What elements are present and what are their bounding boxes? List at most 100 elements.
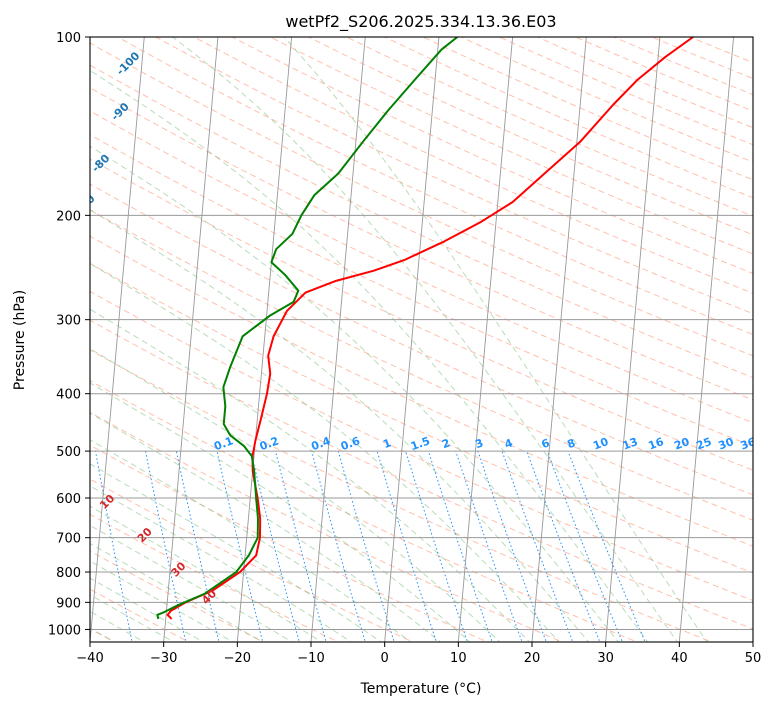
- mixing-ratio-label: 30: [717, 435, 736, 453]
- adiabat-label: 10: [97, 492, 117, 512]
- x-tick-label: 10: [450, 651, 467, 666]
- moist-adiabat-line: [90, 209, 590, 642]
- moist-adiabat-line: [90, 308, 531, 642]
- isotherm-line: [163, 37, 219, 642]
- mixing-ratio-label: 10: [591, 435, 610, 453]
- adiabat-label: -60: [63, 239, 86, 262]
- y-tick-label: 300: [56, 314, 81, 329]
- mixing-ratio-line: [567, 450, 646, 642]
- mixing-ratio-label: 3: [473, 436, 485, 451]
- chart-title: wetPf2_S206.2025.334.13.36.E03: [285, 12, 556, 32]
- mixing-ratio-line: [49, 451, 83, 644]
- mixing-ratio-line: [145, 451, 187, 642]
- mixing-ratio-line: [427, 450, 493, 642]
- dry-adiabat-line: [459, 37, 753, 163]
- x-tick-label: 20: [524, 651, 541, 666]
- isotherm-line: [457, 37, 514, 642]
- mixing-ratio-line: [477, 450, 547, 642]
- dry-adiabat-line: [574, 37, 753, 112]
- isotherm-line: [236, 37, 293, 642]
- mixing-ratio-label: 8: [565, 436, 577, 451]
- mixing-ratio-label: 1: [381, 436, 393, 451]
- x-tick-label: −20: [224, 651, 251, 666]
- x-tick-label: 40: [671, 651, 688, 666]
- mixing-ratio-label: 16: [647, 435, 666, 453]
- dry-adiabat-line: [688, 37, 753, 64]
- isotherm-line: [384, 37, 440, 642]
- mixing-ratio-line: [311, 450, 366, 642]
- dry-adiabat-line: [307, 37, 753, 236]
- adiabat-label: -80: [89, 152, 112, 175]
- mixing-ratio-label: 13: [621, 435, 640, 452]
- profile-lines: [156, 37, 694, 620]
- adiabat-label: 40: [199, 587, 219, 607]
- adiabat-label: -20: [23, 392, 46, 415]
- line-labels: -100-90-80-70-60-50-40-30-20-10010203040…: [23, 49, 753, 607]
- moist-adiabat-line: [90, 463, 382, 642]
- adiabat-label: -90: [109, 100, 132, 123]
- adiabat-label: -70: [74, 192, 97, 215]
- dry-adiabat-line: [90, 42, 753, 357]
- dry-adiabat-line: [90, 262, 753, 574]
- moist-adiabat-line: [90, 412, 442, 642]
- y-tick-label: 1000: [48, 623, 81, 638]
- mixing-ratio-line: [405, 450, 469, 642]
- x-axis-label: Temperature (°C): [360, 681, 482, 697]
- adiabat-label: -10: [36, 416, 59, 439]
- mixing-ratio-label: 4: [503, 436, 515, 451]
- x-tick-label: −10: [297, 651, 324, 666]
- x-tick-label: −40: [76, 651, 103, 666]
- mixing-ratio-label: 2: [440, 436, 452, 451]
- dry-adiabat-line: [90, 183, 753, 496]
- mixing-ratio-line: [274, 450, 327, 642]
- mixing-ratio-line: [376, 450, 437, 642]
- mixing-ratio-line: [526, 450, 601, 642]
- adiabat-label: -50: [50, 278, 73, 301]
- x-tick-label: 0: [381, 651, 389, 666]
- mixing-ratio-line: [175, 450, 220, 642]
- dry-adiabat-line: [90, 87, 753, 401]
- adiabat-label: -100: [114, 49, 143, 78]
- dry-adiabat-line: [90, 349, 714, 642]
- moist-adiabat-line: [90, 262, 560, 642]
- mixing-ratio-label: 1.5: [409, 434, 432, 453]
- background-lines: [49, 37, 753, 644]
- mixing-ratio-label: 0.2: [258, 434, 281, 453]
- dry-adiabat-line: [192, 37, 753, 294]
- dry-adiabat-line: [90, 158, 753, 471]
- isotherm-line: [605, 37, 661, 642]
- y-tick-label: 700: [56, 532, 81, 547]
- dry-adiabat-line: [154, 37, 753, 315]
- axes: −40 −30 −20 −10 0 10 20 30 40 5010020030040050060…: [48, 31, 761, 666]
- isotherm-line: [752, 636, 753, 642]
- y-tick-label: 200: [56, 209, 81, 224]
- adiabat-label: -30: [26, 361, 49, 384]
- mixing-ratio-label: 6: [540, 436, 552, 451]
- mixing-ratio-line: [95, 451, 133, 642]
- moist-adiabat-line: [90, 485, 353, 642]
- dry-adiabat-line: [90, 290, 753, 602]
- moist-adiabat-line: [90, 145, 619, 642]
- y-axis-label: Pressure (hPa): [12, 290, 28, 390]
- mixing-ratio-line: [501, 450, 574, 642]
- moist-adiabat-line: [90, 382, 471, 642]
- mixing-ratio-label: 0.4: [309, 434, 332, 453]
- dry-adiabat-line: [90, 550, 265, 642]
- mixing-ratio-line: [455, 450, 523, 642]
- isotherm-line: [310, 37, 366, 642]
- dry-adiabat-line: [90, 380, 639, 642]
- mixing-ratio-line: [337, 450, 395, 642]
- mixing-ratio-label: 25: [695, 435, 714, 452]
- mixing-ratio-label: 0.1: [212, 434, 235, 453]
- y-tick-label: 600: [56, 492, 81, 507]
- dry-adiabat-line: [421, 37, 753, 181]
- mixing-ratio-label: 0.6: [339, 434, 362, 453]
- temperature-profile-line: [166, 37, 694, 620]
- isotherm-line: [531, 37, 587, 642]
- mixing-ratio-line: [250, 450, 300, 642]
- isotherm-line: [90, 37, 145, 642]
- y-tick-label: 500: [56, 445, 81, 460]
- mixing-ratio-line: [546, 450, 623, 642]
